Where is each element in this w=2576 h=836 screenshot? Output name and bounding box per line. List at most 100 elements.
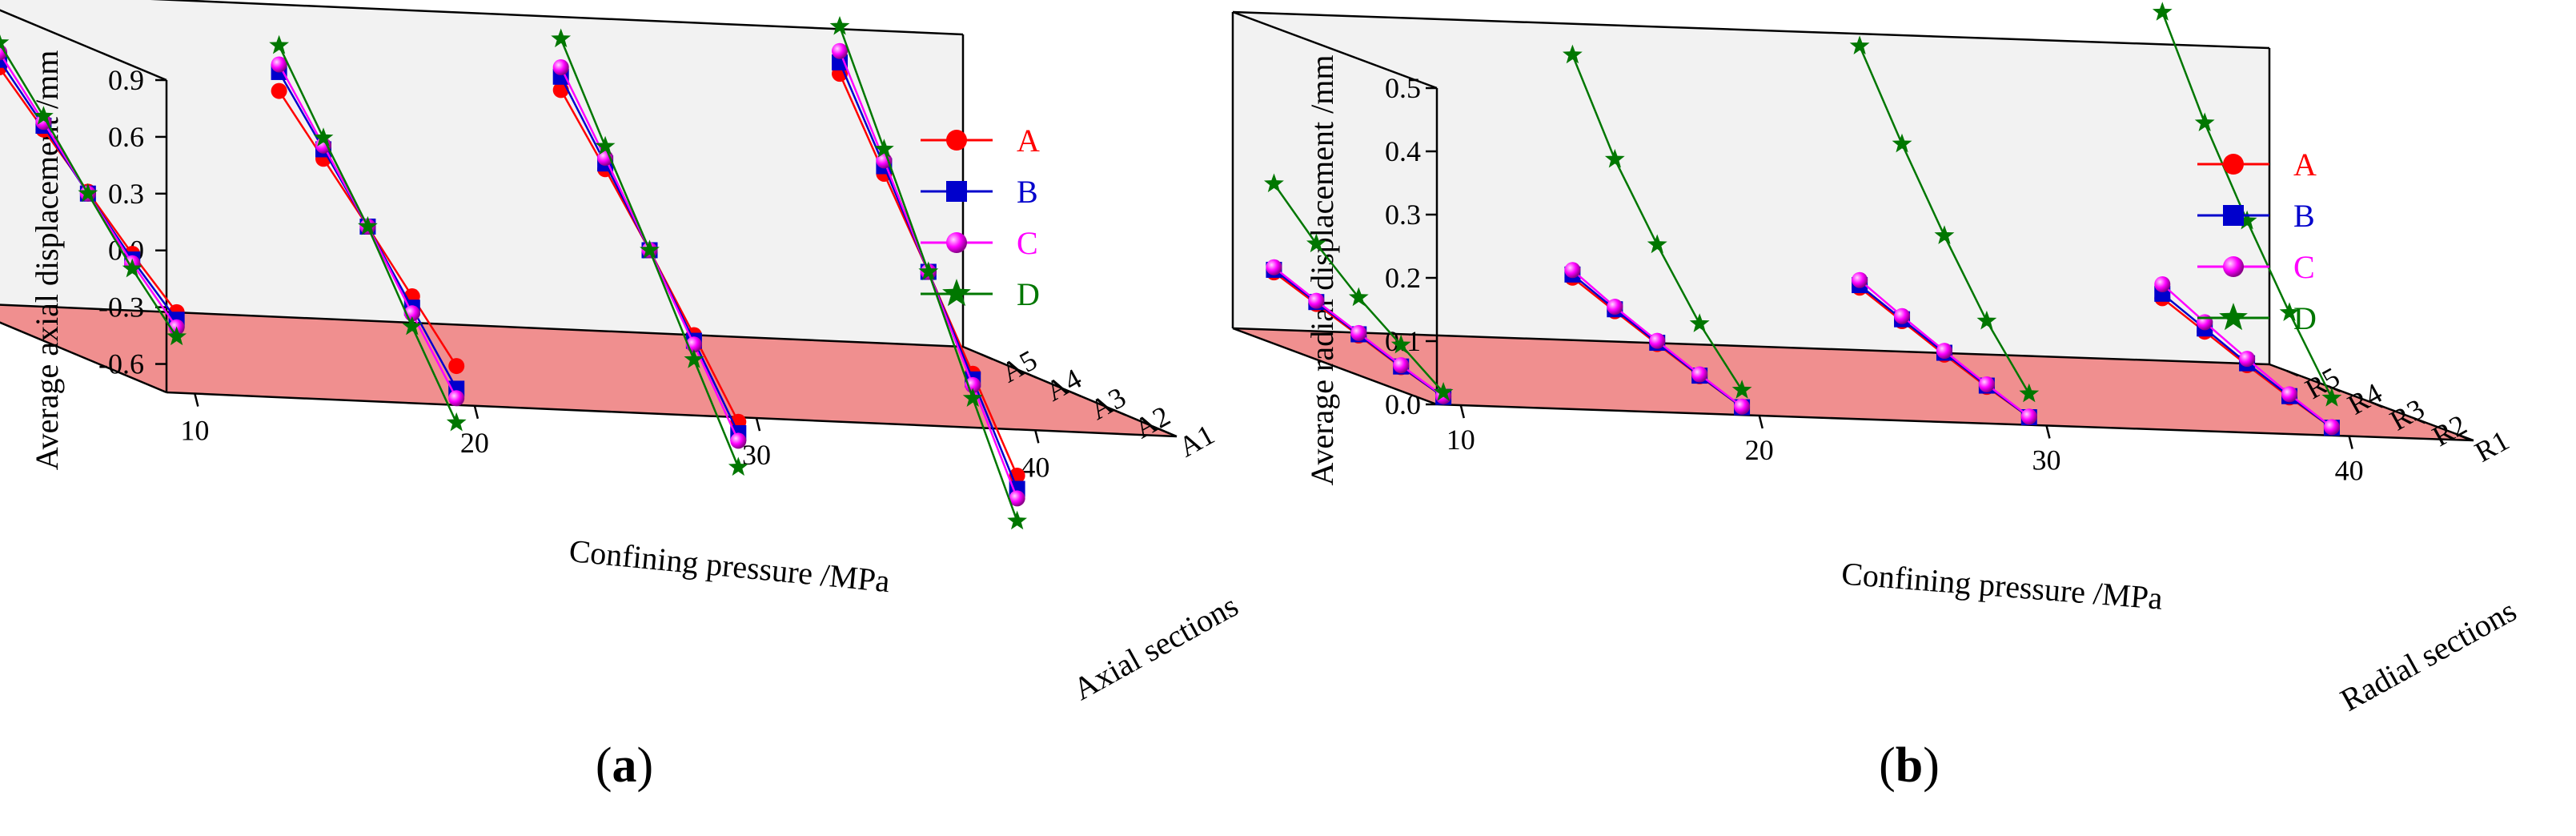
panel-a-label: (a) [596, 738, 653, 793]
panel-b-label-open: ( [1879, 738, 1896, 793]
panel-b-marker-D [2152, 2, 2173, 21]
panel-a-legend-label: A [1017, 123, 1040, 159]
panel-a-marker-D [358, 215, 378, 235]
panel-b-marker-D [1976, 310, 1997, 330]
panel-a: 0.90.60.30.0-0.3-0.610203040A1A2A3A4A5Co… [0, 0, 1244, 793]
panel-a-x-tick [473, 405, 479, 420]
panel-a-marker-D [918, 261, 939, 280]
panel-b-x-tick [1459, 404, 1465, 419]
panel-b-x-tick-label: 30 [2032, 444, 2060, 476]
panel-b-marker-C [1350, 324, 1367, 341]
panel-b-z-tick-label: 0.3 [1385, 199, 1421, 231]
panel-b-marker-C [1894, 307, 1911, 324]
panel-b-marker-C [1393, 357, 1410, 374]
panel-b-x-tick-label: 20 [1745, 434, 1774, 466]
panel-a-marker-D [402, 316, 423, 336]
panel-b-z-tick-label: 0.2 [1385, 262, 1421, 294]
panel-a-marker-D [167, 326, 187, 346]
panel-b-marker-D [1731, 380, 1752, 399]
panel-a-marker-A [271, 82, 287, 99]
panel-a-legend-item-A: A [921, 123, 1040, 159]
panel-a-marker-D [962, 388, 983, 407]
panel-a-legend-marker-A [946, 130, 967, 151]
panel-a-legend-item-B: B [921, 174, 1038, 210]
panel-a-legend-marker-C [946, 232, 967, 253]
panel-a-box-edge [150, 0, 964, 36]
panel-b-z-axis-title: Average radial displacement /mm [1304, 55, 1340, 486]
panel-a-z-tick-label: -0.6 [98, 348, 144, 380]
panel-b-marker-C [1852, 271, 1868, 288]
panel-b-label-close: ) [1923, 738, 1940, 793]
panel-a-box-edge [0, 303, 964, 348]
panel-a-legend-item-D: D [921, 276, 1040, 312]
panel-b-label: (b) [1879, 738, 1940, 793]
panel-a-x-tick [755, 417, 761, 432]
panel-a-group-20 [269, 34, 467, 432]
panel-a-y-tick-label: A1 [1174, 418, 1220, 463]
panel-b-marker-C [2020, 408, 2037, 425]
panel-b-marker-D [2237, 210, 2257, 230]
panel-a-marker-D [551, 28, 572, 48]
panel-a-x-tick-label: 10 [180, 415, 209, 447]
panel-b-marker-C [2281, 386, 2298, 403]
panel-a-z-tick-label: 0.6 [108, 121, 144, 153]
panel-b-legend-item-D: D [2197, 300, 2317, 336]
panel-b-marker-C [2197, 314, 2213, 331]
panel-b-group-10 [1264, 173, 1454, 405]
panel-a-box-edge [166, 391, 1178, 438]
panel-b-box-edge [1232, 10, 1438, 90]
panel-b-y-tick [2329, 385, 2341, 392]
panel-b-y-tick [2455, 432, 2468, 440]
panel-a-label-open: ( [596, 738, 612, 793]
panel-a-marker-D [829, 16, 850, 35]
panel-b-legend-item-A: A [2197, 147, 2317, 183]
panel-b-marker-D [2279, 302, 2300, 321]
panel-a-legend-label: B [1017, 174, 1038, 210]
panel-b-group-30 [1849, 35, 2040, 426]
panel-a-box-edge [0, 9, 167, 82]
panel-a-floor [0, 304, 1177, 436]
panel-b-box-edge [1232, 10, 2270, 50]
panel-a-marker-C [832, 42, 849, 59]
panel-b-legend-marker-A [2223, 154, 2244, 175]
panel-a-label-close: ) [637, 738, 654, 793]
panel-a-marker-D [684, 349, 704, 368]
panel-b-floor [1233, 328, 2474, 440]
panel-b-legend-marker-C [2223, 256, 2244, 277]
panel-a-marker-D [313, 127, 334, 147]
panel-b-marker-D [1563, 44, 1583, 64]
panel-a-marker-D [874, 139, 894, 158]
panel-b-y-tick [2371, 401, 2383, 408]
panel-a-legend-label: C [1017, 225, 1038, 261]
panel-a-y-axis-title: Axial sections [1067, 587, 1244, 707]
panel-a-marker-D [34, 106, 54, 125]
panel-b-x-axis-title: Confining pressure /MPa [1840, 555, 2165, 616]
panel-a-marker-D [0, 34, 10, 51]
panel-b-box-edge [1232, 327, 1438, 406]
panel-b-legend-label: D [2293, 300, 2317, 336]
panel-b-box-edge [1436, 403, 2474, 442]
panel-b-marker-D [1348, 287, 1369, 307]
panel-b-legend-item-C: C [2197, 249, 2315, 285]
panel-a-y-tick [1158, 428, 1170, 435]
panel-b-marker-D [2194, 112, 2215, 131]
panel-a-group-40 [829, 16, 1027, 530]
panel-b-y-tick [2413, 417, 2426, 424]
panel-b-y-tick [2286, 369, 2299, 377]
panel-b-legend-label: B [2293, 198, 2315, 234]
panel-a-marker-C [552, 59, 569, 76]
panel-b-x-tick [2348, 436, 2353, 449]
panel-a-marker-C [448, 390, 465, 407]
panel-a-marker-D [446, 412, 467, 432]
panel-b-x-tick-label: 40 [2335, 455, 2364, 487]
panel-b-marker-C [1649, 332, 1666, 349]
panel-b-x-tick [2045, 425, 2051, 439]
panel-b-marker-D [1390, 334, 1411, 354]
panel-a-x-tick [1034, 429, 1040, 444]
panel-b-marker-D [1849, 35, 1870, 54]
panel-b-group-40 [2152, 2, 2342, 436]
panel-a-group-30 [551, 28, 748, 476]
panel-a-marker-D [640, 239, 660, 259]
panel-b-marker-D [1264, 173, 1284, 193]
